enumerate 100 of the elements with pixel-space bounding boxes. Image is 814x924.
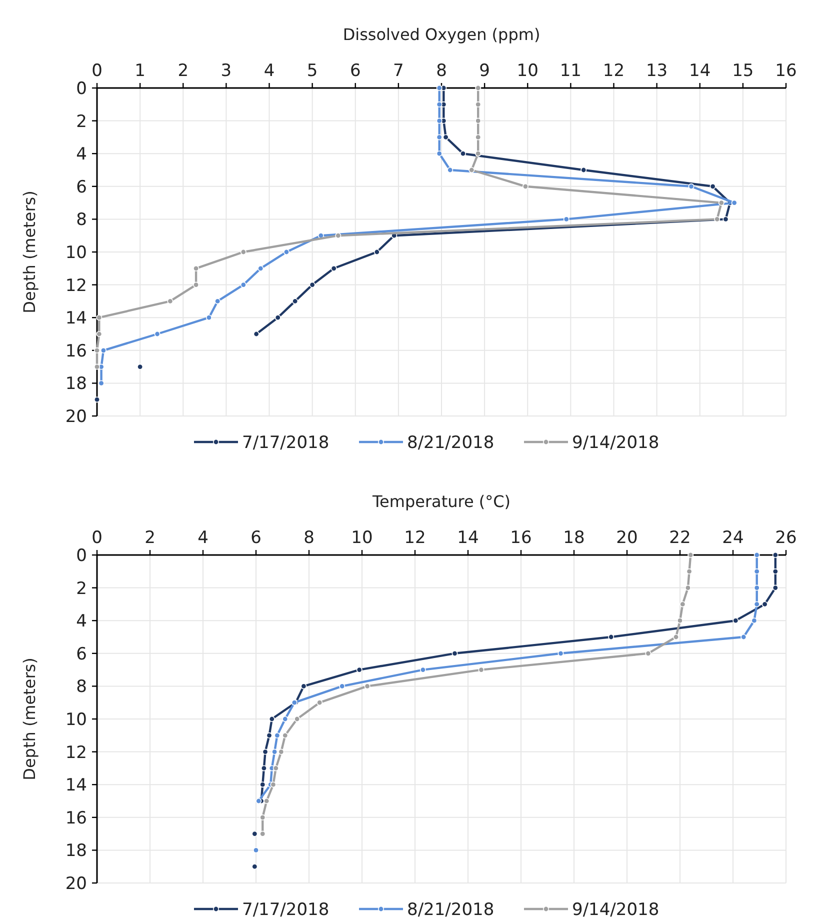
y-tick-label: 20 [65,874,87,894]
y-tick-label: 12 [65,276,87,296]
point [772,552,778,558]
x-tick-label: 12 [404,528,426,548]
point [447,167,454,173]
legend-label: 7/17/2018 [242,432,330,453]
x-tick-label: 11 [560,61,582,81]
y-tick-label: 10 [65,242,87,263]
point [754,584,760,591]
point [688,183,694,190]
x-tick-label: 16 [510,528,532,548]
x-tick-label: 2 [178,61,189,81]
point [475,118,482,124]
x-tick-label: 24 [722,528,744,548]
y-tick-label: 4 [76,612,87,632]
x-tick-label: 10 [351,528,373,548]
point [772,584,778,591]
point [262,748,268,755]
x-tick-label: 4 [198,528,208,548]
point [260,782,266,788]
x-tick-label: 15 [732,61,754,81]
point [260,814,266,820]
point [278,748,284,755]
point [154,331,160,337]
point [436,85,442,91]
x-tick-label: 6 [350,61,361,81]
point [270,782,276,788]
point [677,618,683,624]
point [240,282,246,288]
point [193,282,200,288]
x-tick-label: 14 [457,528,479,548]
point [94,364,100,370]
x-tick-label: 18 [563,528,585,548]
x-tick-label: 8 [436,61,447,81]
point [436,150,442,157]
x-tick-label: 16 [775,61,797,81]
y-tick-label: 2 [76,112,87,132]
point [751,618,758,624]
point [283,249,290,255]
x-tick-label: 0 [92,61,102,81]
x-tick-label: 1 [134,61,146,81]
point [436,118,442,124]
y-tick-label: 8 [76,677,87,698]
point [253,847,259,854]
point [240,249,246,255]
point [292,298,298,304]
point [294,716,300,722]
point [468,167,475,173]
x-axis-title: Dissolved Oxygen (ppm) [342,25,540,44]
legend-label: 8/21/2018 [407,432,494,453]
y-tick-label: 4 [76,144,87,165]
point [274,314,281,321]
legend-label: 7/17/2018 [242,900,330,920]
x-tick-label: 7 [393,61,404,81]
x-tick-label: 13 [646,61,668,81]
y-tick-label: 16 [65,808,87,828]
point [608,634,614,640]
y-tick-label: 14 [65,776,87,796]
y-tick-label: 6 [76,177,87,198]
y-tick-label: 14 [65,308,87,329]
x-tick-label: 20 [616,528,638,548]
point [754,552,760,558]
x-tick-label: 8 [304,528,314,548]
y-axis-title: Depth (meters) [20,190,39,314]
x-tick-label: 4 [264,61,275,81]
point [256,798,262,804]
y-tick-label: 10 [65,710,87,730]
y-tick-label: 18 [65,374,87,394]
x-tick-label: 0 [92,528,102,548]
legend-label: 8/21/2018 [407,900,494,920]
x-tick-label: 2 [144,528,156,548]
point [272,748,278,755]
point [214,298,221,304]
x-tick-label: 5 [306,61,318,81]
point [684,584,691,591]
y-tick-label: 6 [76,644,87,664]
point [688,552,694,558]
point [475,150,482,157]
point [475,85,482,91]
x-tick-label: 6 [250,528,262,548]
legend-label: 9/14/2018 [572,432,660,453]
point [94,396,100,403]
x-tick-label: 26 [775,528,797,548]
x-tick-label: 12 [602,61,625,81]
x-tick-label: 9 [479,61,490,81]
x-axis-title: Temperature (°C) [371,492,511,511]
y-tick-label: 8 [76,210,87,230]
x-tick-label: 3 [220,61,232,81]
y-tick-label: 0 [76,546,87,566]
x-tick-label: 14 [689,61,711,81]
point [96,314,102,321]
point [272,765,279,772]
point [732,618,739,624]
point [94,347,100,354]
y-axis-title: Depth (meters) [20,658,39,780]
x-tick-label: 22 [669,528,691,548]
y-tick-label: 16 [65,341,87,362]
point [282,716,288,722]
y-tick-label: 18 [65,841,87,862]
point [268,716,275,722]
